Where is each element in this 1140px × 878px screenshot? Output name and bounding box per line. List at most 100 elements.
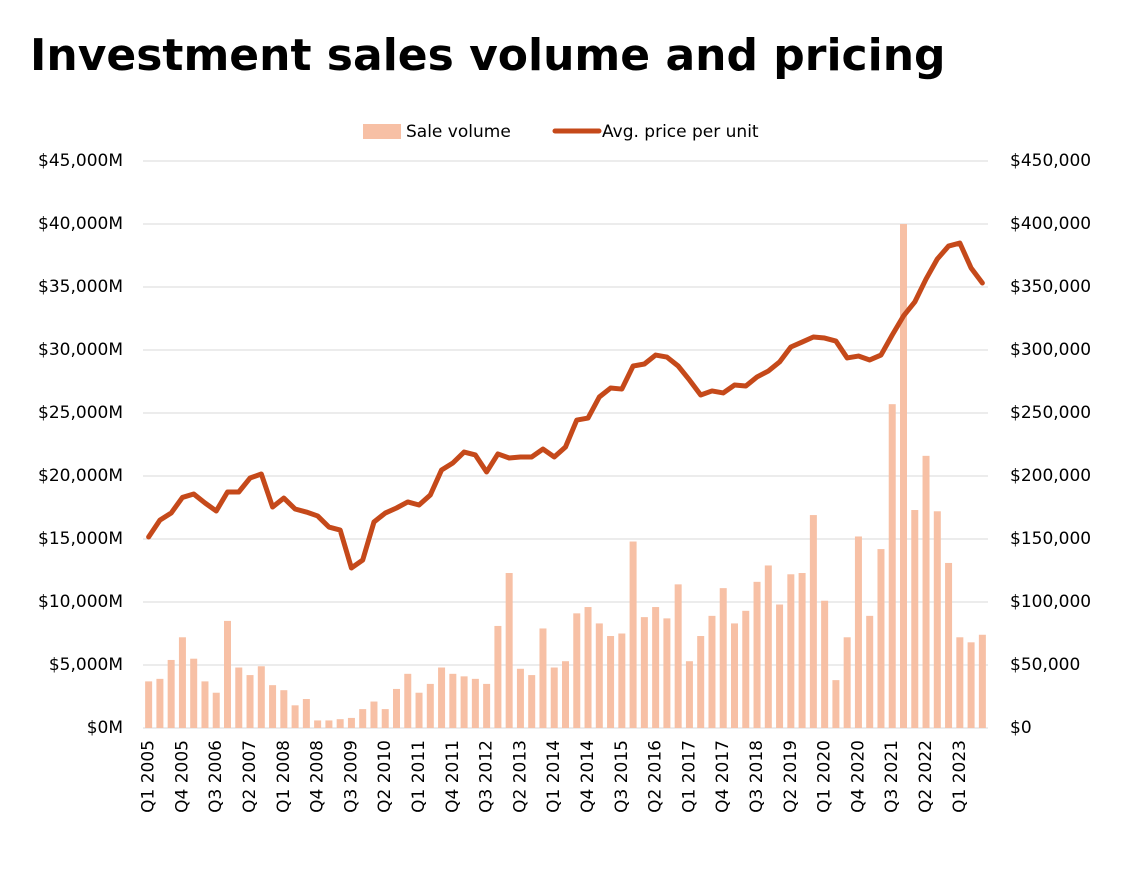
bar — [945, 562, 953, 728]
y2-tick-label: $50,000 — [1010, 655, 1080, 675]
bar — [877, 549, 885, 728]
bar — [178, 637, 186, 728]
bar — [956, 637, 964, 728]
x-tick-label: Q2 2019 — [781, 740, 801, 813]
bar — [674, 584, 682, 728]
bar — [257, 666, 265, 728]
bar — [415, 692, 423, 728]
y-tick-label: $25,000M — [38, 403, 123, 423]
bar — [629, 541, 637, 728]
y-tick-label: $10,000M — [38, 592, 123, 612]
x-tick-label: Q4 2017 — [713, 740, 733, 813]
y-tick-label: $5,000M — [49, 655, 123, 675]
x-tick-label: Q1 2005 — [139, 740, 159, 813]
bar — [539, 628, 547, 728]
bar — [978, 634, 986, 728]
y-tick-label: $30,000M — [38, 340, 123, 360]
x-tick-label: Q2 2013 — [510, 740, 530, 813]
x-tick-label: Q1 2008 — [274, 740, 294, 813]
bar — [145, 681, 153, 728]
bar — [494, 625, 502, 728]
x-tick-label: Q2 2007 — [240, 740, 260, 813]
bar — [685, 661, 693, 728]
bar — [336, 719, 344, 728]
y2-tick-label: $0 — [1010, 718, 1032, 738]
bar — [922, 455, 930, 728]
bar — [516, 668, 524, 728]
bar — [562, 661, 569, 728]
x-tick-label: Q3 2015 — [612, 740, 632, 813]
x-tick-label: Q2 2022 — [916, 740, 936, 813]
bar — [843, 637, 851, 728]
x-tick-label: Q2 2010 — [375, 740, 395, 813]
bar — [359, 709, 367, 728]
bar — [584, 607, 592, 728]
x-tick-label: Q2 2016 — [646, 740, 666, 813]
bar — [607, 636, 615, 728]
bar — [201, 681, 209, 728]
y2-tick-label: $200,000 — [1010, 466, 1091, 486]
y2-tick-label: $400,000 — [1010, 214, 1091, 234]
bar — [866, 615, 874, 728]
chart-title: Investment sales volume and pricing — [30, 30, 946, 81]
bar — [404, 673, 412, 728]
bar — [483, 683, 491, 728]
bar — [471, 678, 479, 728]
bar — [224, 620, 231, 728]
y2-tick-label: $350,000 — [1010, 277, 1091, 297]
bar — [753, 581, 761, 728]
bar — [426, 683, 434, 728]
bar — [911, 510, 919, 728]
x-tick-label: Q1 2023 — [950, 740, 970, 813]
bar — [246, 675, 254, 728]
bar — [776, 604, 784, 728]
bar — [167, 659, 175, 728]
x-tick-label: Q3 2021 — [882, 740, 902, 813]
bar — [370, 701, 378, 728]
y-tick-label: $40,000M — [38, 214, 123, 234]
bar — [573, 613, 581, 728]
bar — [888, 404, 896, 728]
x-tick-label: Q1 2014 — [544, 740, 564, 813]
bar — [291, 705, 299, 728]
bar — [618, 633, 626, 728]
bar — [821, 600, 829, 728]
y-tick-label: $45,000M — [38, 151, 123, 171]
x-tick-label: Q1 2011 — [409, 740, 429, 813]
y2-tick-label: $150,000 — [1010, 529, 1091, 549]
y2-tick-label: $450,000 — [1010, 151, 1091, 171]
x-tick-label: Q4 2005 — [172, 740, 192, 813]
bar — [967, 642, 975, 728]
bar — [663, 618, 671, 728]
bar — [652, 607, 660, 728]
bar — [787, 574, 795, 728]
bar — [381, 709, 389, 728]
bar — [528, 675, 536, 728]
bar — [347, 717, 355, 728]
bar — [190, 658, 198, 728]
bar — [798, 573, 806, 728]
bar — [212, 692, 220, 728]
bar — [438, 667, 446, 728]
x-tick-label: Q3 2018 — [747, 740, 767, 813]
bar — [832, 680, 840, 728]
bar — [550, 667, 558, 728]
legend-label: Sale volume — [406, 122, 511, 142]
bar — [449, 673, 457, 728]
bar — [900, 224, 907, 728]
bar — [280, 690, 288, 728]
x-tick-label: Q3 2006 — [206, 740, 226, 813]
x-tick-label: Q1 2020 — [815, 740, 835, 813]
bar — [764, 565, 772, 728]
bar — [314, 720, 322, 728]
bar — [235, 667, 243, 728]
bar — [809, 515, 817, 728]
x-tick-label: Q4 2020 — [848, 740, 868, 813]
bar — [708, 615, 716, 728]
bar — [302, 699, 310, 728]
x-tick-label: Q3 2012 — [477, 740, 497, 813]
bar — [393, 688, 400, 728]
y-tick-label: $15,000M — [38, 529, 123, 549]
bar — [505, 573, 513, 728]
y-tick-label: $35,000M — [38, 277, 123, 297]
